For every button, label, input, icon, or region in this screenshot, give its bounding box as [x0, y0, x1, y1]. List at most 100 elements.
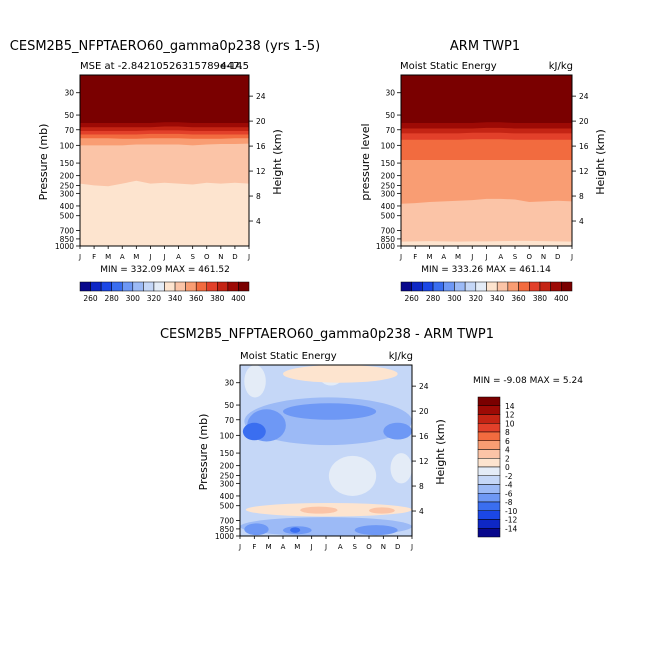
colorbar-label: 320 — [469, 294, 484, 303]
month-tick-label: N — [541, 253, 546, 261]
colorbar-swatch — [477, 510, 501, 520]
colorbar-swatch — [153, 281, 165, 292]
month-tick-label: A — [498, 253, 503, 261]
height-tick-label: 12 — [579, 167, 589, 176]
colorbar-label: 360 — [511, 294, 526, 303]
colorbar-swatch — [477, 528, 501, 538]
colorbar-swatch — [477, 466, 501, 476]
colorbar-swatch — [475, 281, 487, 292]
colorbar-swatch — [550, 281, 562, 292]
colorbar-swatch — [432, 281, 444, 292]
colorbar-label: 2 — [505, 454, 510, 463]
colorbar-swatch — [206, 281, 218, 292]
colorbar-swatch — [174, 281, 186, 292]
height-tick-label: 8 — [419, 482, 424, 491]
colorbar-swatch — [143, 281, 155, 292]
colorbar-label: 260 — [83, 294, 98, 303]
month-tick-label: J — [570, 253, 573, 261]
colorbar-label: 400 — [554, 294, 569, 303]
panel1-subtitle-right: 447.5 — [220, 61, 249, 72]
pressure-tick-label: 50 — [385, 111, 395, 120]
colorbar-label: 400 — [231, 294, 246, 303]
colorbar-swatch — [477, 484, 501, 494]
pressure-tick-label: 250 — [60, 181, 75, 190]
month-tick-label: M — [455, 253, 461, 261]
month-tick-label: M — [105, 253, 111, 261]
month-tick-label: M — [133, 253, 139, 261]
panel1-ylabel-left: Pressure (mb) — [37, 124, 50, 201]
pressure-tick-label: 300 — [60, 189, 75, 198]
colorbar-label: 300 — [126, 294, 141, 303]
month-tick-label: J — [399, 253, 402, 261]
month-tick-label: O — [526, 253, 532, 261]
colorbar-label: -6 — [505, 489, 513, 498]
colorbar-swatch — [477, 423, 501, 433]
anomaly-patch — [242, 422, 266, 441]
height-tick-label: 12 — [256, 167, 266, 176]
panel1-title: CESM2B5_NFPTAERO60_gamma0p238 (yrs 1-5) — [10, 39, 320, 54]
pressure-tick-label: 30 — [385, 89, 395, 98]
pressure-tick-label: 50 — [224, 401, 234, 410]
colorbar-swatch — [422, 281, 434, 292]
anomaly-patch — [354, 525, 398, 536]
anomaly-patch — [383, 422, 413, 440]
colorbar-swatch — [477, 396, 501, 406]
month-tick-label: J — [470, 253, 473, 261]
month-tick-label: O — [204, 253, 210, 261]
colorbar-swatch — [477, 431, 501, 441]
month-tick-label: J — [310, 543, 313, 551]
pressure-tick-label: 500 — [220, 502, 235, 511]
colorbar-swatch — [507, 281, 519, 292]
month-tick-label: M — [266, 543, 272, 551]
month-tick-label: J — [162, 253, 165, 261]
pressure-tick-label: 700 — [60, 226, 75, 235]
pressure-tick-label: 50 — [64, 111, 74, 120]
pressure-tick-label: 70 — [224, 416, 234, 425]
colorbar-swatch — [132, 281, 144, 292]
month-tick-label: S — [352, 543, 357, 551]
pressure-tick-label: 850 — [220, 525, 235, 534]
month-tick-label: O — [366, 543, 372, 551]
month-tick-label: D — [555, 253, 560, 261]
colorbar-swatch — [477, 475, 501, 485]
colorbar-label: 340 — [168, 294, 183, 303]
panel3-ylabel-left: Pressure (mb) — [197, 414, 210, 491]
pressure-tick-label: 1000 — [215, 532, 234, 541]
month-tick-label: J — [238, 543, 241, 551]
month-tick-label: A — [441, 253, 446, 261]
panel3-ylabel-right: Height (km) — [434, 419, 447, 485]
month-tick-label: A — [281, 543, 286, 551]
colorbar-label: 14 — [505, 402, 515, 411]
colorbar-swatch — [529, 281, 541, 292]
contour-band-400 — [80, 75, 249, 124]
pressure-tick-label: 400 — [381, 202, 396, 211]
pressure-tick-label: 850 — [60, 235, 75, 244]
colorbar-label: 10 — [505, 419, 515, 428]
height-tick-label: 8 — [256, 192, 261, 201]
month-tick-label: F — [413, 253, 417, 261]
pressure-tick-label: 850 — [381, 235, 396, 244]
pressure-tick-label: 300 — [220, 479, 235, 488]
pressure-tick-label: 250 — [220, 471, 235, 480]
month-tick-label: M — [426, 253, 432, 261]
colorbar-swatch — [477, 449, 501, 459]
colorbar-swatch — [454, 281, 466, 292]
pressure-tick-label: 500 — [60, 212, 75, 221]
colorbar-swatch — [477, 414, 501, 424]
month-tick-label: J — [78, 253, 81, 261]
month-tick-label: A — [120, 253, 125, 261]
colorbar-swatch — [477, 405, 501, 415]
colorbar-swatch — [411, 281, 423, 292]
pressure-tick-label: 150 — [381, 159, 396, 168]
pressure-tick-label: 700 — [220, 516, 235, 525]
panel2-ylabel-right: Height (km) — [594, 129, 607, 195]
colorbar-label: 320 — [147, 294, 162, 303]
colorbar-label: 340 — [490, 294, 505, 303]
anomaly-patch — [300, 506, 338, 514]
height-tick-label: 4 — [579, 217, 584, 226]
colorbar-label: 8 — [505, 428, 510, 437]
month-tick-label: D — [232, 253, 237, 261]
anomaly-patch — [283, 403, 377, 420]
colorbar-swatch — [90, 281, 102, 292]
